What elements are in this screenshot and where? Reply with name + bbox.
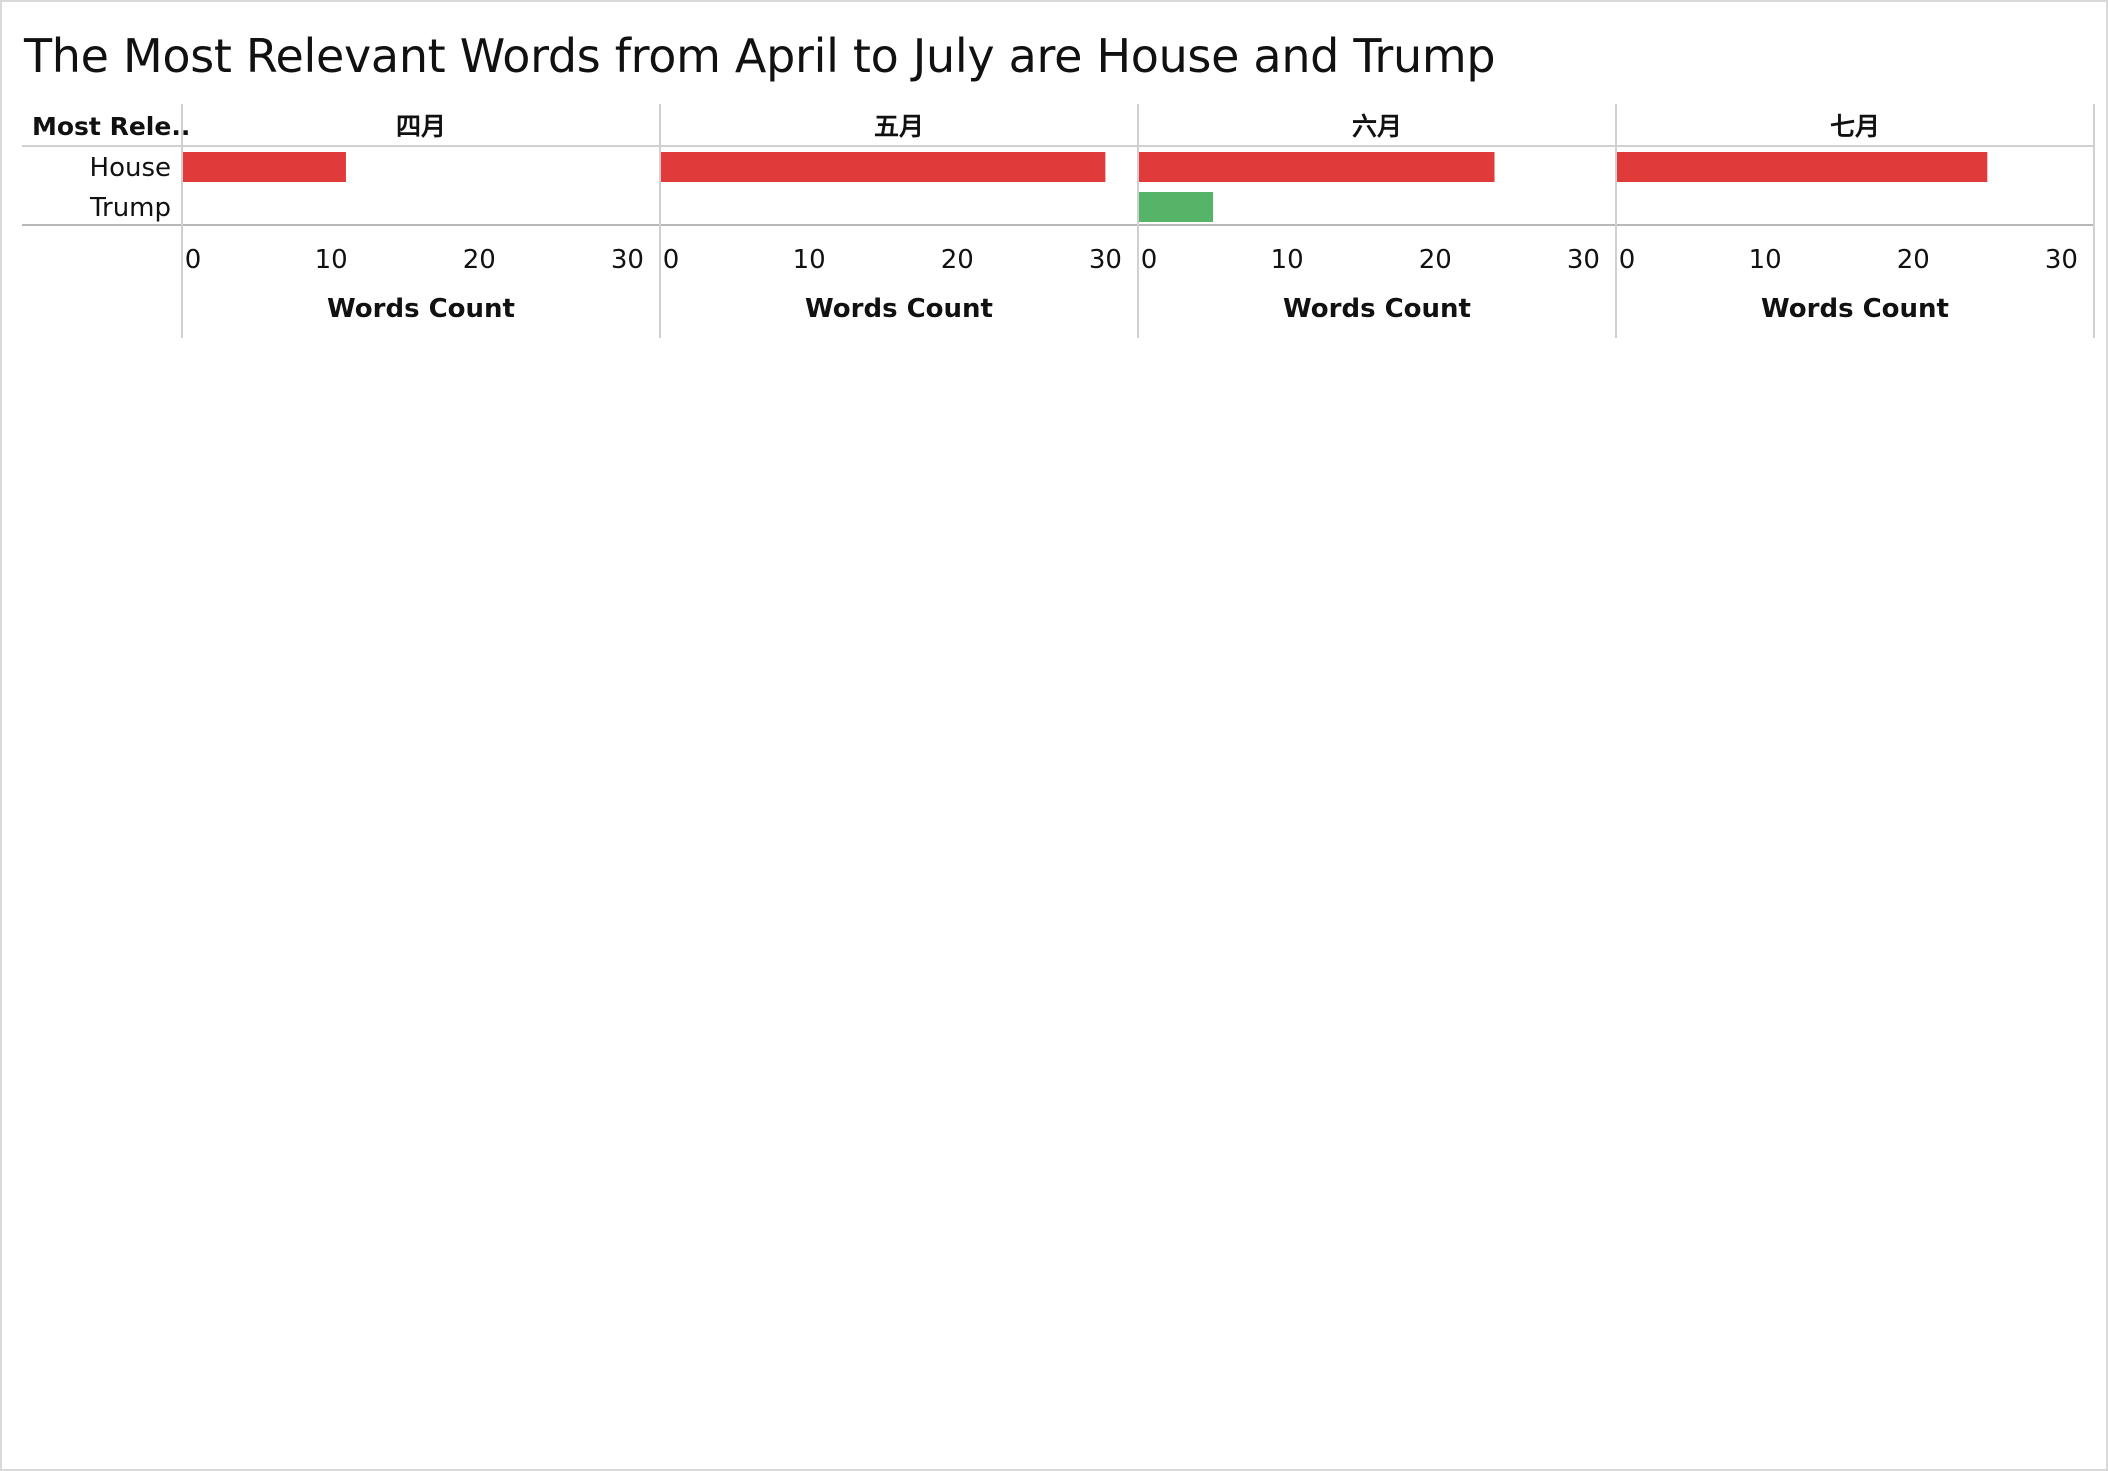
row-label-house: House bbox=[90, 153, 171, 183]
x-tick-label: 30 bbox=[1089, 245, 1122, 275]
x-tick-label: 10 bbox=[1271, 245, 1304, 275]
x-tick-label: 10 bbox=[793, 245, 826, 275]
x-tick-label: 20 bbox=[941, 245, 974, 275]
x-tick-label: 20 bbox=[1419, 245, 1452, 275]
x-tick-label: 0 bbox=[1619, 245, 1636, 275]
bar-house bbox=[1617, 152, 1988, 182]
x-tick-label: 30 bbox=[611, 245, 644, 275]
x-tick-label: 0 bbox=[1141, 245, 1158, 275]
x-tick-label: 20 bbox=[463, 245, 496, 275]
x-tick-label: 20 bbox=[1897, 245, 1930, 275]
row-header-label: Most Rele.. bbox=[32, 112, 190, 141]
panel-header: 四月 bbox=[396, 112, 446, 141]
panel-header: 七月 bbox=[1830, 112, 1880, 141]
x-tick-label: 30 bbox=[1567, 245, 1600, 275]
row-label-trump: Trump bbox=[89, 193, 171, 223]
bar-house bbox=[1139, 152, 1495, 182]
x-axis-title: Words Count bbox=[1283, 294, 1471, 324]
x-axis-title: Words Count bbox=[1761, 294, 1949, 324]
x-axis-title: Words Count bbox=[327, 294, 515, 324]
bar-trump bbox=[1139, 192, 1214, 222]
bar-house bbox=[661, 152, 1106, 182]
chart-title: The Most Relevant Words from April to Ju… bbox=[24, 29, 1496, 83]
x-tick-label: 0 bbox=[185, 245, 202, 275]
x-axis-title: Words Count bbox=[805, 294, 993, 324]
panel-header: 五月 bbox=[874, 112, 924, 141]
x-tick-label: 30 bbox=[2045, 245, 2078, 275]
bar-house bbox=[183, 152, 346, 182]
panel-header: 六月 bbox=[1352, 112, 1402, 141]
x-tick-label: 0 bbox=[663, 245, 680, 275]
x-tick-label: 10 bbox=[1749, 245, 1782, 275]
x-tick-label: 10 bbox=[315, 245, 348, 275]
